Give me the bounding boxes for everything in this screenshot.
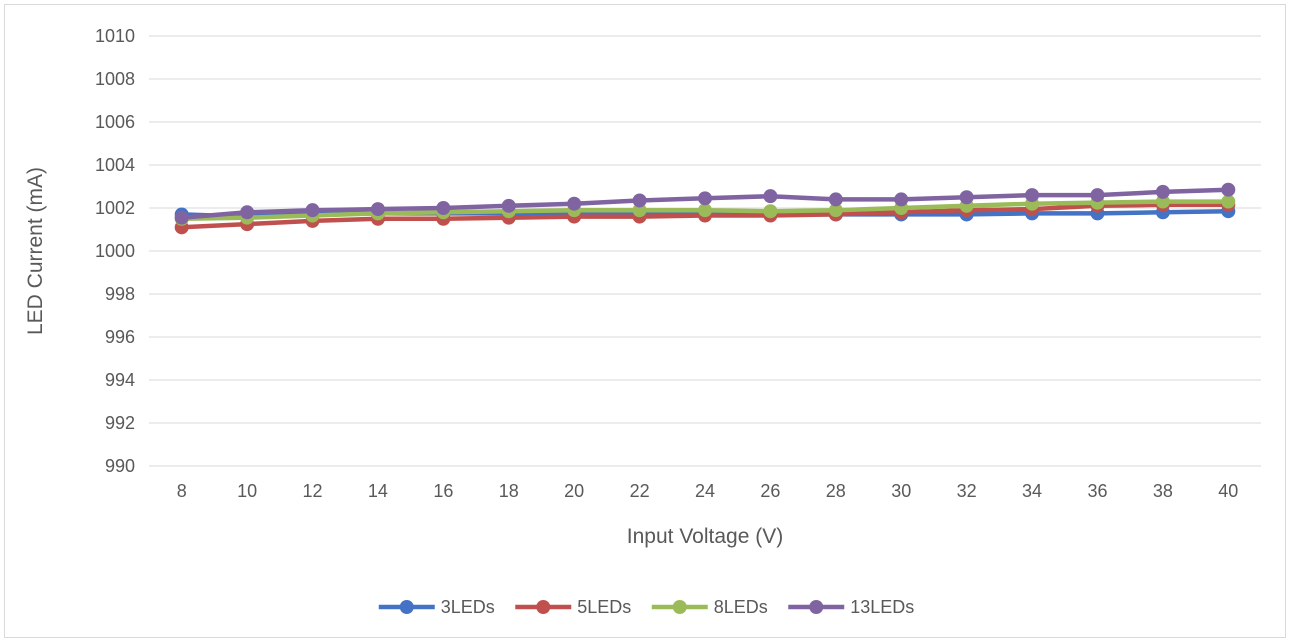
y-axis-title: LED Current (mA): [24, 167, 47, 335]
y-tick-label: 1006: [95, 112, 135, 132]
legend-item-3LEDs: 3LEDs: [378, 597, 495, 617]
x-tick-label: 32: [957, 481, 977, 501]
legend-swatch-marker: [399, 600, 414, 614]
legend-label: 3LEDs: [441, 597, 495, 617]
x-tick-label: 22: [630, 481, 650, 501]
x-tick-label: 24: [695, 481, 715, 501]
data-point: [763, 204, 778, 219]
y-tick-labels: 990 992 994 996 998 1000 1002 1004 1006 1008 1010: [95, 26, 135, 476]
data-point: [763, 189, 778, 204]
legend-label: 8LEDs: [714, 597, 768, 617]
data-point: [1090, 188, 1105, 203]
chart-frame: 990 992 994 996 998 1000 1002 1004 1006 1008 1010 …: [4, 4, 1286, 638]
data-point: [1155, 184, 1170, 199]
x-tick-label: 40: [1218, 481, 1238, 501]
data-point: [959, 190, 974, 205]
legend-label: 13LEDs: [850, 597, 914, 617]
y-tick-label: 998: [105, 284, 135, 304]
legend-item-8LEDs: 8LEDs: [651, 597, 768, 617]
legend-label: 5LEDs: [577, 597, 631, 617]
x-tick-label: 10: [237, 481, 257, 501]
data-point: [305, 203, 320, 218]
y-tick-label: 1004: [95, 155, 135, 175]
y-tick-label: 1008: [95, 69, 135, 89]
legend-swatch-marker: [536, 600, 551, 614]
x-tick-label: 8: [177, 481, 187, 501]
data-point: [436, 201, 451, 215]
y-tick-label: 996: [105, 327, 135, 347]
x-tick-labels: 8 10 12 14 16 18 20 22 24 26 28 30 32 34 36 38 40: [177, 481, 1239, 501]
y-tick-label: 994: [105, 370, 135, 390]
line-chart: 990992994996998100010021004100610081010 …: [24, 26, 1261, 617]
gridlines: [149, 35, 1261, 467]
legend-item-5LEDs: 5LEDs: [515, 597, 631, 617]
legend-swatch-marker: [809, 600, 824, 614]
data-point: [828, 203, 843, 218]
data-point: [1221, 182, 1236, 197]
x-tick-label: 30: [891, 481, 911, 501]
series-lines: [174, 182, 1236, 235]
data-point: [698, 203, 712, 218]
x-tick-label: 18: [499, 481, 519, 501]
x-tick-label: 36: [1087, 481, 1107, 501]
x-axis-title: Input Voltage (V): [627, 525, 783, 548]
x-tick-label: 26: [760, 481, 780, 501]
data-point: [1025, 188, 1040, 203]
legend: 3LEDs 5LEDs 8LEDs 13LEDs: [378, 597, 914, 617]
x-tick-label: 20: [564, 481, 584, 501]
y-tick-label: 1010: [95, 26, 135, 46]
legend-swatch-marker: [672, 600, 687, 614]
x-tick-label: 12: [303, 481, 323, 501]
x-tick-label: 38: [1153, 481, 1173, 501]
x-tick-label: 28: [826, 481, 846, 501]
data-point: [828, 192, 843, 207]
x-tick-label: 14: [368, 481, 388, 501]
data-point: [567, 196, 582, 211]
x-tick-label: 16: [433, 481, 453, 501]
series-13LEDs: [174, 182, 1236, 225]
y-tick-label: 990: [105, 456, 135, 476]
data-point: [894, 192, 909, 207]
y-tick-label: 1000: [95, 241, 135, 261]
data-point: [174, 210, 189, 225]
data-point: [1155, 194, 1170, 209]
y-tick-label: 992: [105, 413, 135, 433]
data-point: [240, 205, 255, 220]
data-point: [632, 203, 647, 218]
data-point: [370, 202, 385, 217]
data-point: [632, 193, 647, 208]
data-point: [698, 191, 712, 206]
y-tick-label: 1002: [95, 198, 135, 218]
data-point: [1221, 194, 1236, 209]
x-tick-label: 34: [1022, 481, 1042, 501]
data-point: [501, 198, 516, 213]
legend-item-13LEDs: 13LEDs: [788, 597, 914, 617]
